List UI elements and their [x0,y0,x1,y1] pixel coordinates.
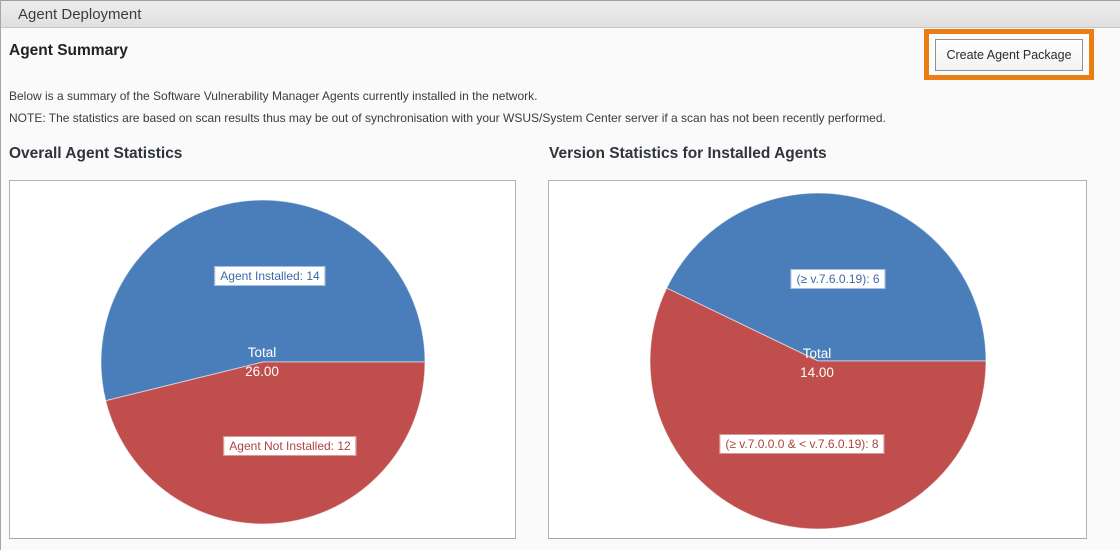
pie-chart-overall [100,199,426,525]
description-line-2: NOTE: The statistics are based on scan r… [9,111,886,125]
version-statistics-chart: (≥ v.7.6.0.19): 6 Total 14.00 (≥ v.7.0.0… [548,180,1087,539]
panel-titlebar: Agent Deployment [1,0,1120,28]
slice-label-version-ge-7-6: (≥ v.7.6.0.19): 6 [790,269,886,289]
create-agent-package-button[interactable]: Create Agent Package [935,38,1083,71]
pie-slice[interactable] [649,287,987,530]
chart1-title: Overall Agent Statistics [9,145,183,162]
total-caption: Total [802,346,832,361]
page-title: Agent Summary [9,42,128,59]
total-value: 14.00 [800,365,834,380]
slice-label-agent-installed: Agent Installed: 14 [214,266,326,286]
slice-label-version-7-0-to-7-6: (≥ v.7.0.0.0 & < v.7.6.0.19): 8 [719,434,885,454]
total-value: 26.00 [245,364,279,379]
annotation-highlight-box: Create Agent Package [924,29,1094,80]
overall-agent-statistics-chart: Agent Installed: 14 Total 26.00 Agent No… [9,180,516,539]
panel-title: Agent Deployment [18,5,142,23]
chart2-title: Version Statistics for Installed Agents [549,145,827,162]
slice-label-agent-not-installed: Agent Not Installed: 12 [223,436,357,456]
pie-slice[interactable] [100,199,426,402]
description-line-1: Below is a summary of the Software Vulne… [9,89,538,103]
total-label-overall: Total 26.00 [245,343,279,381]
total-label-versions: Total 14.00 [800,344,834,382]
total-caption: Total [247,345,277,360]
content-area: Agent Summary Create Agent Package Below… [1,28,1120,550]
